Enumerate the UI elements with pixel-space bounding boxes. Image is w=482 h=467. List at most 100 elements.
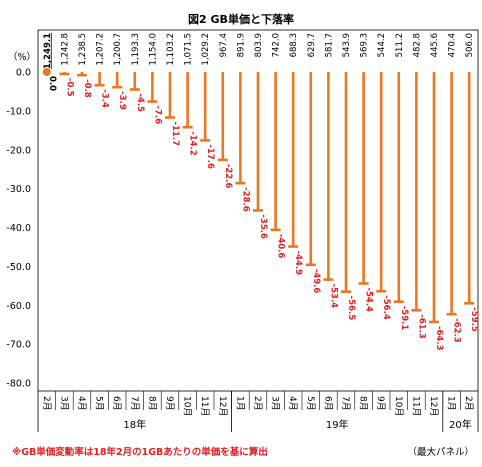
month-label: 11月 [199, 396, 210, 416]
month-label: 10月 [182, 396, 193, 416]
month-label: 4月 [287, 396, 298, 411]
unit-price-label: 1,193.3 [131, 33, 141, 65]
data-label: -54.4 [364, 287, 374, 312]
unit-price-label: 742.0 [272, 33, 282, 57]
data-label: -0.8 [82, 79, 92, 98]
month-label: 11月 [410, 396, 421, 416]
chart-title: 図2 GB単価と下落率 [188, 12, 294, 26]
unit-price-label: 1,154.0 [148, 33, 158, 65]
y-tick-label: -50.0 [6, 262, 31, 273]
data-label: -28.6 [240, 187, 250, 212]
unit-price-label: 569.3 [360, 33, 370, 57]
unit-price-label: 1,200.7 [113, 33, 123, 65]
unit-price-label: 544.2 [377, 33, 387, 57]
month-labels: 2月 3月 4月 5月 6月 7月 8月 9月 10月 11月 12月 1月 2月 3月 4月 5月 6月 7月 8… [41, 396, 474, 416]
unit-price-label: 967.4 [219, 33, 229, 57]
y-tick-label: -70.0 [6, 340, 31, 351]
month-label: 3月 [58, 396, 69, 411]
unit-price-label: 1,029.2 [201, 33, 211, 65]
year-label: 18年 [123, 418, 146, 431]
data-labels: 0.0 -0.5 -0.8 -3.4 -3.9 -4.5 -7.6 -11.7 -14.2 -17… [47, 76, 479, 351]
data-label: -56.5 [346, 296, 356, 321]
data-label: -64.3 [434, 326, 444, 351]
month-label: 7月 [340, 396, 351, 411]
month-label: 2月 [463, 396, 474, 411]
data-label: -62.3 [452, 318, 462, 343]
data-label: -56.4 [381, 295, 391, 320]
data-label: -49.6 [311, 269, 321, 294]
drop-bars [42, 68, 475, 324]
data-label: -59.1 [399, 306, 409, 331]
data-label: 0.0 [47, 76, 57, 91]
data-label: -11.7 [170, 121, 180, 146]
year-label: 19年 [326, 418, 349, 431]
y-tick-labels: 0.0 -10.0 -20.0 -30.0 -40.0 -50.0 -60.0 -70.0 -8… [6, 68, 31, 390]
source-note: （最大パネル） [407, 446, 474, 458]
unit-price-label: 543.9 [342, 33, 352, 57]
y-tick-label: -80.0 [6, 379, 31, 390]
month-label: 2月 [252, 396, 263, 411]
month-label: 3月 [270, 396, 281, 411]
month-label: 6月 [111, 396, 122, 411]
unit-price-label: 511.2 [395, 33, 405, 57]
base-marker [42, 68, 51, 76]
unit-price-label: 629.7 [307, 33, 317, 57]
data-label: -3.9 [117, 91, 127, 110]
unit-price-label: 1,238.5 [78, 33, 88, 65]
y-tick-label: 0.0 [16, 68, 31, 79]
plot-frame [37, 29, 479, 392]
data-label: -17.6 [205, 144, 215, 169]
unit-price-label: 482.8 [412, 33, 422, 57]
month-label: 10月 [393, 396, 404, 416]
month-label: 1月 [234, 396, 245, 411]
month-label: 2月 [41, 396, 52, 411]
month-label: 1月 [446, 396, 457, 411]
y-tick-label: -10.0 [6, 106, 31, 117]
unit-price-label: 1,249.1 [43, 33, 53, 69]
month-label: 5月 [305, 396, 316, 411]
data-label: -40.6 [276, 234, 286, 259]
data-label: -14.2 [188, 131, 198, 156]
unit-price-label: 803.9 [254, 33, 264, 57]
y-axis-unit: （%） [8, 51, 36, 63]
unit-price-labels: 1,249.1 1,242.8 1,238.5 1,207.2 1,200.7 1,193… [43, 33, 475, 69]
month-label: 6月 [322, 396, 333, 411]
month-label: 8月 [146, 396, 157, 411]
unit-price-label: 891.9 [236, 33, 246, 57]
data-label: -7.6 [152, 106, 162, 125]
year-labels: 18年 19年 20年 [123, 391, 472, 432]
unit-price-label: 1,103.2 [166, 33, 176, 65]
unit-price-label: 506.0 [465, 33, 475, 57]
month-label: 4月 [76, 396, 87, 411]
data-label: -22.6 [223, 164, 233, 189]
unit-price-label: 688.3 [289, 33, 299, 57]
month-label: 12月 [217, 396, 228, 416]
data-label: -61.3 [416, 314, 426, 339]
data-label: -35.6 [258, 214, 268, 239]
data-label: -0.5 [64, 78, 74, 97]
month-label: 9月 [164, 396, 175, 411]
unit-price-label: 1,071.5 [184, 33, 194, 65]
data-label: -44.9 [293, 251, 303, 276]
month-label: 12月 [428, 396, 439, 416]
y-tick-label: -30.0 [6, 184, 31, 195]
month-label: 7月 [129, 396, 140, 411]
year-label: 20年 [449, 418, 472, 431]
y-tick-label: -60.0 [6, 301, 31, 312]
data-label: -59.5 [469, 307, 479, 332]
unit-price-label: 470.4 [448, 33, 458, 57]
data-label: -4.5 [135, 93, 145, 112]
month-label: 9月 [375, 396, 386, 411]
month-label: 8月 [358, 396, 369, 411]
month-label: 5月 [94, 396, 105, 411]
footnote: ※GB単価変動率は18年2月の1GBあたりの単価を基に算出 [12, 446, 268, 458]
unit-price-label: 1,207.2 [96, 33, 106, 65]
y-tick-label: -20.0 [6, 145, 31, 156]
data-label: -53.4 [328, 284, 338, 309]
unit-price-label: 445.6 [430, 33, 440, 57]
data-label: -3.4 [100, 89, 110, 108]
unit-price-label: 1,242.8 [60, 33, 70, 65]
unit-price-label: 581.7 [324, 33, 334, 57]
y-tick-label: -40.0 [6, 223, 31, 234]
